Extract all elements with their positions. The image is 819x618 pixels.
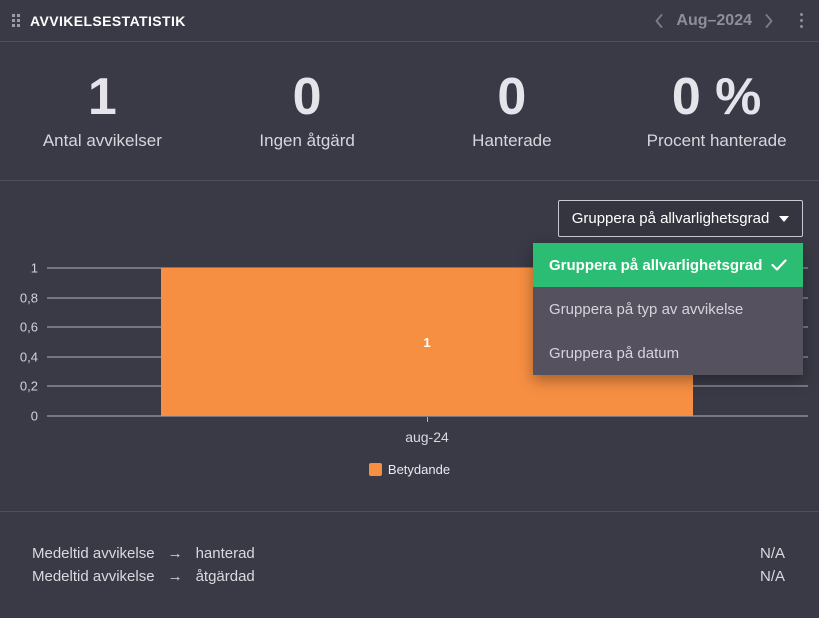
chart-section: 1 0,8 0,6 0,4 0,2 0 1 aug-24 Betydande Gruppe… xyxy=(0,181,819,511)
menu-item-typ-av-avvikelse[interactable]: Gruppera på typ av avvikelse xyxy=(533,287,803,331)
header-left: AVVIKELSESTATISTIK xyxy=(12,13,186,29)
footer-row-state: hanterad xyxy=(195,545,255,562)
chevron-down-icon xyxy=(779,215,790,222)
stats-row: 1 Antal avvikelser 0 Ingen åtgärd 0 Hant… xyxy=(0,42,819,180)
stat-hanterade: 0 Hanterade xyxy=(410,71,615,151)
chart-divider xyxy=(0,511,819,512)
footer-row-value: N/A xyxy=(759,545,785,562)
stat-label: Ingen åtgärd xyxy=(259,131,355,150)
menu-item-label: Gruppera på typ av avvikelse xyxy=(549,300,744,318)
y-axis-labels: 1 0,8 0,6 0,4 0,2 0 xyxy=(0,261,38,424)
widget-header: AVVIKELSESTATISTIK Aug–2024 xyxy=(0,0,819,41)
group-by-menu: Gruppera på allvarlighetsgrad Gruppera p… xyxy=(533,243,803,375)
y-tick-label: 0,8 xyxy=(19,290,38,306)
chart-legend[interactable]: Betydande xyxy=(0,462,819,477)
stat-procent-hanterade: 0 % Procent hanterade xyxy=(614,71,819,151)
stat-label: Antal avvikelser xyxy=(42,131,162,150)
drag-handle-icon[interactable] xyxy=(12,14,20,27)
menu-item-allvarlighetsgrad[interactable]: Gruppera på allvarlighetsgrad xyxy=(533,243,803,287)
x-axis-tick xyxy=(427,417,428,422)
stats-divider xyxy=(0,180,819,181)
next-period-button[interactable] xyxy=(763,12,775,30)
footer-stats: Medeltid avvikelse → hanterad N/A Medelt… xyxy=(0,512,819,618)
footer-row-left: Medeltid avvikelse → åtgärdad xyxy=(32,565,255,588)
group-by-selected-label: Gruppera på allvarlighetsgrad xyxy=(571,210,770,227)
legend-swatch xyxy=(368,463,382,476)
prev-period-button[interactable] xyxy=(653,12,665,30)
gridline xyxy=(47,415,808,417)
check-icon xyxy=(771,259,787,271)
kebab-menu-icon[interactable] xyxy=(798,11,805,30)
bar-data-label: 1 xyxy=(423,334,431,350)
footer-row-atgardad: Medeltid avvikelse → åtgärdad N/A xyxy=(32,565,785,588)
stat-label: Hanterade xyxy=(472,131,552,150)
chevron-right-icon xyxy=(765,13,773,28)
widget-title: AVVIKELSESTATISTIK xyxy=(30,12,186,29)
stat-value: 0 % xyxy=(671,68,762,126)
group-by-dropdown-button[interactable]: Gruppera på allvarlighetsgrad xyxy=(558,200,803,237)
x-axis-label: aug-24 xyxy=(405,429,449,445)
menu-item-label: Gruppera på allvarlighetsgrad xyxy=(549,256,763,274)
stat-label: Procent hanterade xyxy=(646,131,787,150)
stat-value: 0 xyxy=(497,68,527,126)
stat-value: 1 xyxy=(87,68,117,126)
y-tick-label: 0,6 xyxy=(19,319,38,335)
legend-label: Betydande xyxy=(387,462,451,477)
footer-row-value: N/A xyxy=(759,568,785,585)
y-tick-label: 0 xyxy=(30,408,38,424)
stat-ingen-atgard: 0 Ingen åtgärd xyxy=(205,71,410,151)
footer-row-hanterad: Medeltid avvikelse → hanterad N/A xyxy=(32,542,785,565)
stat-value: 0 xyxy=(292,68,322,126)
y-tick-label: 1 xyxy=(30,260,38,276)
header-divider xyxy=(0,41,819,42)
footer-row-label: Medeltid avvikelse xyxy=(32,568,155,585)
arrow-right-icon: → xyxy=(167,545,183,562)
period-label: Aug–2024 xyxy=(676,11,752,29)
y-tick-label: 0,2 xyxy=(19,378,38,394)
footer-row-state: åtgärdad xyxy=(195,568,255,585)
menu-item-label: Gruppera på datum xyxy=(549,344,680,362)
chevron-left-icon xyxy=(655,13,663,28)
stat-antal-avvikelser: 1 Antal avvikelser xyxy=(0,71,205,151)
footer-row-left: Medeltid avvikelse → hanterad xyxy=(32,542,255,565)
header-right: Aug–2024 xyxy=(653,11,805,30)
menu-item-datum[interactable]: Gruppera på datum xyxy=(533,331,803,375)
y-tick-label: 0,4 xyxy=(19,349,38,365)
footer-row-label: Medeltid avvikelse xyxy=(32,545,155,562)
arrow-right-icon: → xyxy=(167,568,183,585)
